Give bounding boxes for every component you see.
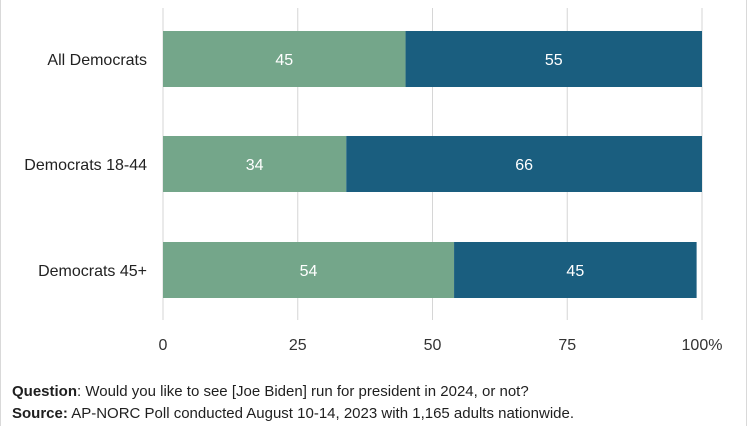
data-label: 34 (246, 157, 264, 174)
footnote: Question: Would you like to see [Joe Bid… (12, 381, 574, 425)
bar-segment (163, 136, 347, 192)
category-labels: All Democrats Democrats 18-44 Democrats 45… (24, 52, 147, 280)
bar-segment (454, 242, 697, 298)
bar-segment (346, 136, 702, 192)
data-label: 66 (515, 157, 533, 174)
x-tick-label: 25 (289, 337, 307, 354)
x-tick-label: 75 (558, 337, 576, 354)
x-axis-ticks: 0 25 50 75 100% (159, 337, 723, 354)
data-label: 45 (275, 52, 293, 69)
source-text: AP-NORC Poll conducted August 10-14, 202… (67, 405, 575, 422)
data-label: 54 (300, 263, 318, 280)
question-label: Question (12, 383, 78, 400)
data-label: 45 (566, 263, 584, 280)
x-tick-label: 100% (682, 337, 723, 354)
source-line: Source: AP-NORC Poll conducted August 10… (12, 403, 574, 425)
stacked-bar-chart: 45 55 34 66 54 45 All Democrats Democrats 18-4… (24, 8, 723, 354)
data-label: 55 (545, 52, 563, 69)
source-label: Source: (12, 405, 68, 422)
x-tick-label: 0 (159, 337, 168, 354)
question-line: Question: Would you like to see [Joe Bid… (12, 381, 574, 403)
bar-segment (163, 242, 455, 298)
x-tick-label: 50 (424, 337, 442, 354)
bars: 45 55 34 66 54 45 (163, 31, 702, 298)
category-label: Democrats 18-44 (24, 157, 147, 174)
bar-segment (163, 31, 406, 87)
bar-segment (405, 31, 702, 87)
question-text: : Would you like to see [Joe Biden] run … (77, 383, 529, 400)
category-label: Democrats 45+ (38, 263, 147, 280)
category-label: All Democrats (47, 52, 147, 69)
